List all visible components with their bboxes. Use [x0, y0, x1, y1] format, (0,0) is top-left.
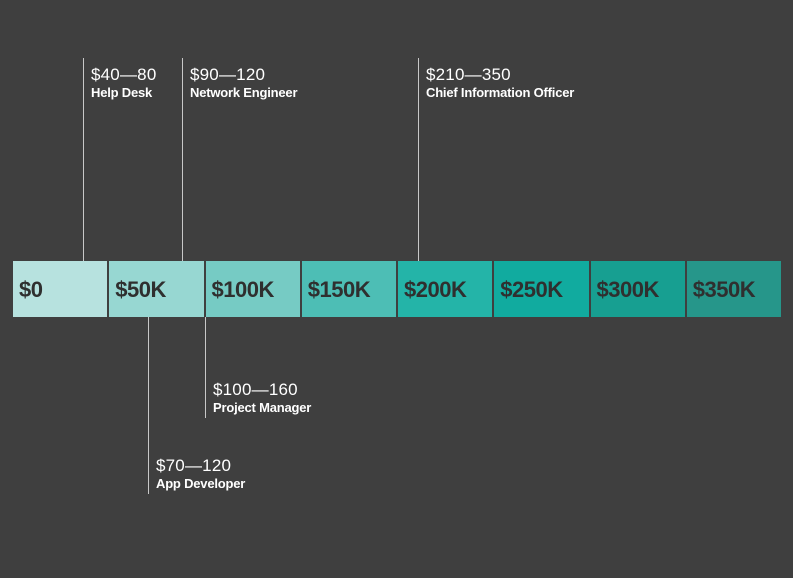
scale-segment: $50K [109, 261, 204, 317]
role-title: Network Engineer [190, 85, 298, 100]
role-title: Chief Information Officer [426, 85, 575, 100]
role-title: App Developer [156, 476, 246, 491]
role-title: Help Desk [91, 85, 153, 100]
callout-leader-line [148, 317, 149, 494]
role-salary-range: $90—120 [190, 65, 266, 84]
scale-segment: $350K [686, 261, 781, 317]
salary-scale: $0 $50K $100K $150K $200K $250K $300K $3… [13, 261, 781, 317]
callout-leader-line [83, 58, 84, 261]
scale-segment: $200K [398, 261, 493, 317]
role-title: Project Manager [213, 400, 312, 415]
role-salary-range: $70—120 [156, 456, 232, 475]
scale-segment: $100K [205, 261, 300, 317]
scale-segment: $250K [494, 261, 589, 317]
scale-segment: $300K [590, 261, 685, 317]
callout-leader-line [182, 58, 183, 261]
scale-segment: $150K [301, 261, 396, 317]
role-salary-range: $40—80 [91, 65, 157, 84]
callout-leader-line [205, 317, 206, 418]
role-salary-range: $100—160 [213, 380, 298, 399]
callout-leader-line [418, 58, 419, 261]
role-salary-range: $210—350 [426, 65, 511, 84]
scale-segment: $0 [13, 261, 108, 317]
